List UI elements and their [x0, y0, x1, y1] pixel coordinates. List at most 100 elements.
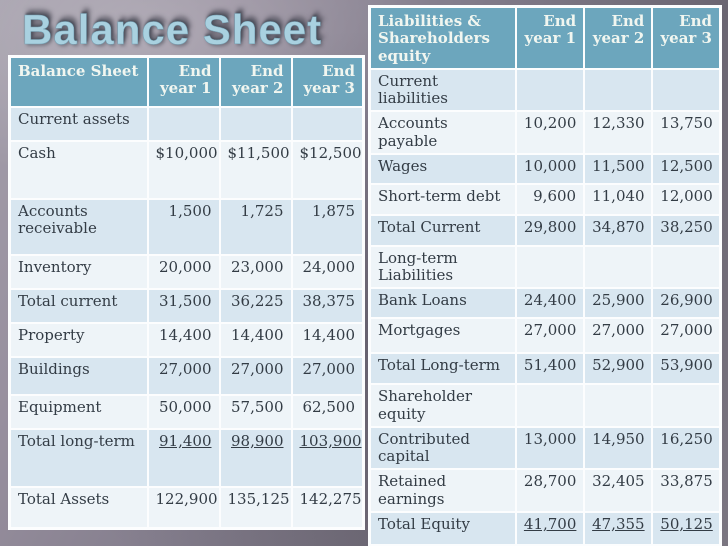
- row-label: Total Long-term: [368, 352, 517, 386]
- column-header: Liabilities & Shareholders equity: [368, 5, 517, 70]
- table-row: Retained earnings 28,700 32,405 33,875: [368, 468, 722, 513]
- cell-value: 12,500: [651, 152, 722, 185]
- row-label: Equipment: [8, 393, 149, 430]
- table-row: Mortgages 27,000 27,000 27,000: [368, 317, 722, 355]
- cell-value: 14,400: [146, 321, 221, 358]
- row-label: Current liabilities: [368, 67, 517, 113]
- cell-value: 27,000: [146, 355, 221, 396]
- row-label: Shareholder equity: [368, 383, 517, 428]
- table-row: Long-term Liabilities: [368, 244, 722, 290]
- table-row: Wages 10,000 11,500 12,500: [368, 152, 722, 185]
- cell-value: 142,275: [651, 543, 722, 546]
- table-row: Property 14,400 14,400 14,400: [8, 321, 365, 358]
- row-label: Total current: [8, 287, 149, 324]
- cell-value: 122,900: [514, 543, 586, 546]
- cell-value: 11,500: [583, 152, 654, 185]
- column-header: End year 1: [514, 5, 586, 70]
- table-row: Shareholder equity: [368, 383, 722, 428]
- page-title: Balance Sheet: [22, 6, 323, 54]
- cell-value: 50,125: [651, 510, 722, 546]
- cell-value: 57,500: [218, 393, 293, 430]
- cell-value: 36,225: [218, 287, 293, 324]
- table-header-row: Liabilities & Shareholders equity End ye…: [368, 5, 722, 70]
- row-label: Long-term Liabilities: [368, 244, 517, 290]
- row-label: Contributed capital: [368, 425, 517, 471]
- assets-table-container: Balance Sheet End year 1 End year 2 End …: [8, 55, 365, 530]
- cell-value: [514, 244, 586, 290]
- row-label: Short-term debt: [368, 182, 517, 216]
- row-label: Total Assets: [8, 485, 149, 530]
- cell-value: $10,000: [146, 139, 221, 200]
- cell-value: 27,000: [218, 355, 293, 396]
- cell-value: [290, 105, 365, 142]
- assets-table: Balance Sheet End year 1 End year 2 End …: [8, 55, 365, 530]
- column-header: End year 1: [146, 55, 221, 108]
- cell-value: 27,000: [290, 355, 365, 396]
- row-label: Retained earnings: [368, 468, 517, 513]
- cell-value: 62,500: [290, 393, 365, 430]
- cell-value: 34,870: [583, 213, 654, 247]
- cell-value: 1,875: [290, 197, 365, 256]
- table-row: Total Assets 122,900 135,125 142,275: [8, 485, 365, 530]
- cell-value: [514, 383, 586, 428]
- row-label: Wages: [368, 152, 517, 185]
- liabilities-table-container: Liabilities & Shareholders equity End ye…: [368, 5, 722, 546]
- cell-value: 51,400: [514, 352, 586, 386]
- liabilities-table: Liabilities & Shareholders equity End ye…: [368, 5, 722, 546]
- row-label: Inventory: [8, 253, 149, 290]
- row-label: Buildings: [8, 355, 149, 396]
- cell-value: 1,500: [146, 197, 221, 256]
- row-label: Total long-term: [8, 427, 149, 488]
- row-label: Current assets: [8, 105, 149, 142]
- column-header: End year 3: [290, 55, 365, 108]
- table-row: Current liabilities: [368, 67, 722, 113]
- cell-value: 98,900: [218, 427, 293, 488]
- cell-value: 26,900: [651, 287, 722, 320]
- cell-value: 142,275: [290, 485, 365, 530]
- table-row: Bank Loans 24,400 25,900 26,900: [368, 287, 722, 320]
- cell-value: 33,875: [651, 468, 722, 513]
- cell-value: [583, 244, 654, 290]
- cell-value: 135,125: [583, 543, 654, 546]
- cell-value: 53,900: [651, 352, 722, 386]
- cell-value: 91,400: [146, 427, 221, 488]
- cell-value: 10,000: [514, 152, 586, 185]
- cell-value: 122,900: [146, 485, 221, 530]
- cell-value: 103,900: [290, 427, 365, 488]
- cell-value: 27,000: [583, 317, 654, 355]
- table-row: Total Equity 41,700 47,355 50,125: [368, 510, 722, 546]
- cell-value: 47,355: [583, 510, 654, 546]
- cell-value: 41,700: [514, 510, 586, 546]
- table-row: Equipment 50,000 57,500 62,500: [8, 393, 365, 430]
- row-label: Accounts receivable: [8, 197, 149, 256]
- cell-value: $12,500: [290, 139, 365, 200]
- cell-value: [651, 67, 722, 113]
- cell-value: [146, 105, 221, 142]
- cell-value: [651, 244, 722, 290]
- row-label: Total Current: [368, 213, 517, 247]
- table-row: Accounts payable 10,200 12,330 13,750: [368, 110, 722, 155]
- cell-value: [651, 383, 722, 428]
- cell-value: 28,700: [514, 468, 586, 513]
- cell-value: 1,725: [218, 197, 293, 256]
- row-label: Cash: [8, 139, 149, 200]
- cell-value: 12,330: [583, 110, 654, 155]
- table-row: Inventory 20,000 23,000 24,000: [8, 253, 365, 290]
- cell-value: 29,800: [514, 213, 586, 247]
- cell-value: 20,000: [146, 253, 221, 290]
- table-row: Total Liabilities & Shareholders equity1…: [368, 543, 722, 546]
- row-label: Total Liabilities & Shareholders equity: [368, 543, 517, 546]
- cell-value: 135,125: [218, 485, 293, 530]
- cell-value: 31,500: [146, 287, 221, 324]
- cell-value: 24,000: [290, 253, 365, 290]
- column-header: End year 3: [651, 5, 722, 70]
- table-row: Accounts receivable 1,500 1,725 1,875: [8, 197, 365, 256]
- cell-value: [514, 67, 586, 113]
- cell-value: 16,250: [651, 425, 722, 471]
- cell-value: 27,000: [514, 317, 586, 355]
- cell-value: 12,000: [651, 182, 722, 216]
- cell-value: 9,600: [514, 182, 586, 216]
- table-row: Total Long-term 51,400 52,900 53,900: [368, 352, 722, 386]
- cell-value: 38,250: [651, 213, 722, 247]
